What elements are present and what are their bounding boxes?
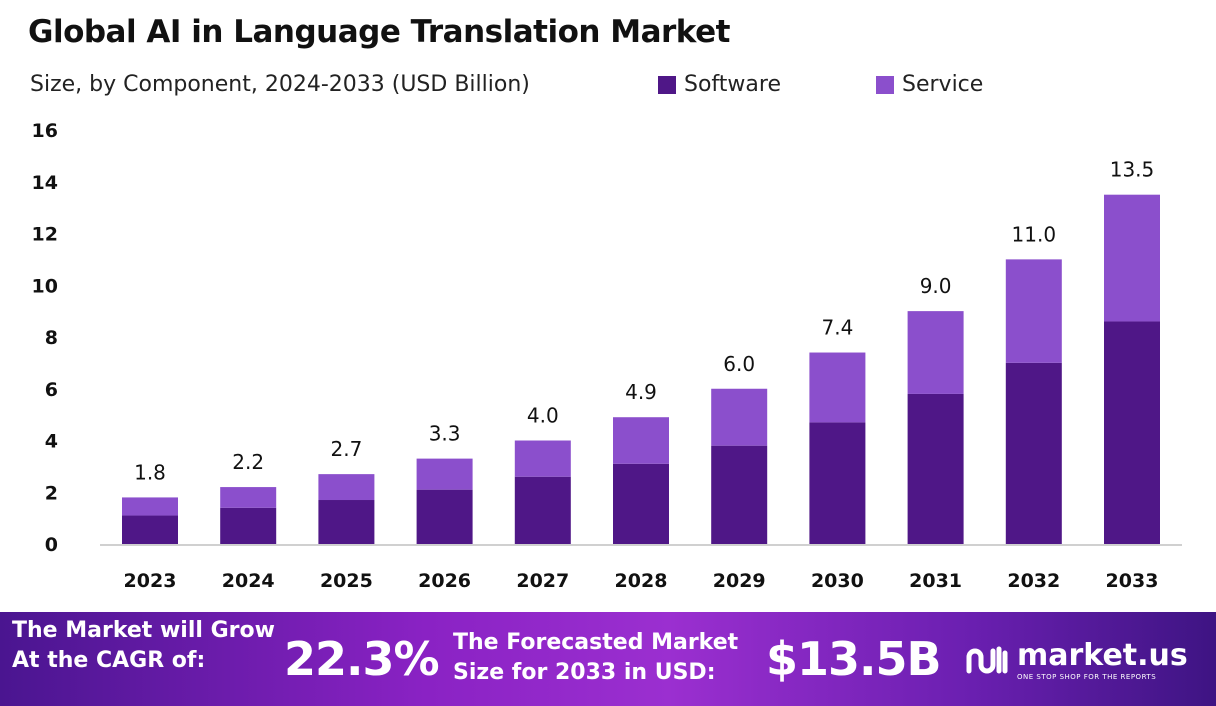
legend-service: Service [876,72,983,97]
forecast-label: The Forecasted Market Size for 2033 in U… [453,628,738,688]
forecast-value: $13.5B [766,632,942,686]
bar-service-2028 [613,417,669,464]
bar-service-2027 [514,440,571,477]
bar-service-2025 [318,474,375,501]
bar-service-2032 [1005,259,1062,363]
bar-software-2032 [1005,362,1062,544]
x-tick-label: 2028 [615,570,668,592]
data-label-total: 2.2 [232,450,264,474]
logo-text: market.us [1017,638,1188,673]
x-tick-label: 2029 [713,570,766,592]
bar-service-2029 [711,388,768,446]
legend-software: Software [658,72,781,97]
y-tick-label: 0 [45,534,58,556]
bar-software-2033 [1104,321,1160,544]
bar-software-2029 [711,445,768,544]
legend-swatch-software [658,75,676,94]
y-tick-label: 10 [32,275,58,297]
x-tick-label: 2025 [320,570,373,592]
bar-software-2031 [907,393,964,544]
x-tick-label: 2023 [124,570,177,592]
data-label-total: 1.8 [134,460,166,484]
bar-software-2023 [122,515,178,544]
bar-software-2028 [613,463,669,544]
data-label-total: 7.4 [821,316,853,340]
bar-software-2025 [318,500,375,544]
legend-swatch-service [876,75,894,94]
footer-banner: The Market will Grow At the CAGR of: 22.… [0,612,1216,706]
bar-software-2027 [514,476,571,544]
data-label-total: 6.0 [723,352,755,376]
bar-software-2024 [220,507,277,544]
legend-label-software: Software [684,72,781,97]
x-tick-label: 2030 [811,570,864,592]
cagr-label-line2: At the CAGR of: [12,648,206,673]
bar-service-2030 [809,352,866,423]
chart-plot: 0 2 4 6 8 10 12 14 16 1.8 2023 2.2 2024 2.7 2025 3.3 202… [32,120,1182,592]
bar-service-2024 [220,487,277,508]
cagr-label: The Market will Grow At the CAGR of: [12,616,275,676]
legend-label-service: Service [902,72,984,97]
chart-title: Global AI in Language Translation Market [28,14,730,50]
forecast-label-line1: The Forecasted Market [453,630,739,655]
x-tick-label: 2024 [222,570,275,592]
y-tick-label: 12 [32,224,58,246]
y-tick-label: 4 [45,431,58,453]
x-tick-label: 2033 [1106,570,1159,592]
data-label-total: 13.5 [1110,158,1155,182]
x-tick-label: 2027 [516,570,569,592]
forecast-label-line2: Size for 2033 in USD: [453,660,716,685]
data-label-total: 2.7 [330,437,362,461]
market-us-logo: market.us ONE STOP SHOP FOR THE REPORTS [965,638,1188,681]
y-tick-label: 2 [45,482,58,504]
data-label-total: 11.0 [1012,222,1057,246]
bar-service-2033 [1104,194,1160,322]
bar-service-2026 [416,458,473,490]
x-tick-label: 2031 [909,570,962,592]
data-label-total: 9.0 [920,274,952,298]
bar-service-2023 [122,497,178,516]
logo-icon [966,646,1008,673]
bar-service-2031 [907,311,964,394]
data-label-total: 3.3 [429,422,461,446]
logo-tagline: ONE STOP SHOP FOR THE REPORTS [1017,673,1157,681]
cagr-label-line1: The Market will Grow [12,618,275,643]
y-tick-label: 6 [45,379,58,401]
y-tick-label: 8 [45,327,58,349]
x-tick-label: 2032 [1007,570,1060,592]
data-label-total: 4.9 [625,380,657,404]
bar-software-2030 [809,422,866,544]
cagr-value: 22.3% [284,632,440,686]
y-tick-label: 16 [32,120,58,142]
chart-subtitle: Size, by Component, 2024-2033 (USD Billi… [30,72,530,97]
y-tick-label: 14 [32,172,58,194]
data-label-total: 4.0 [527,404,559,428]
x-tick-label: 2026 [418,570,471,592]
bar-software-2026 [416,489,473,544]
